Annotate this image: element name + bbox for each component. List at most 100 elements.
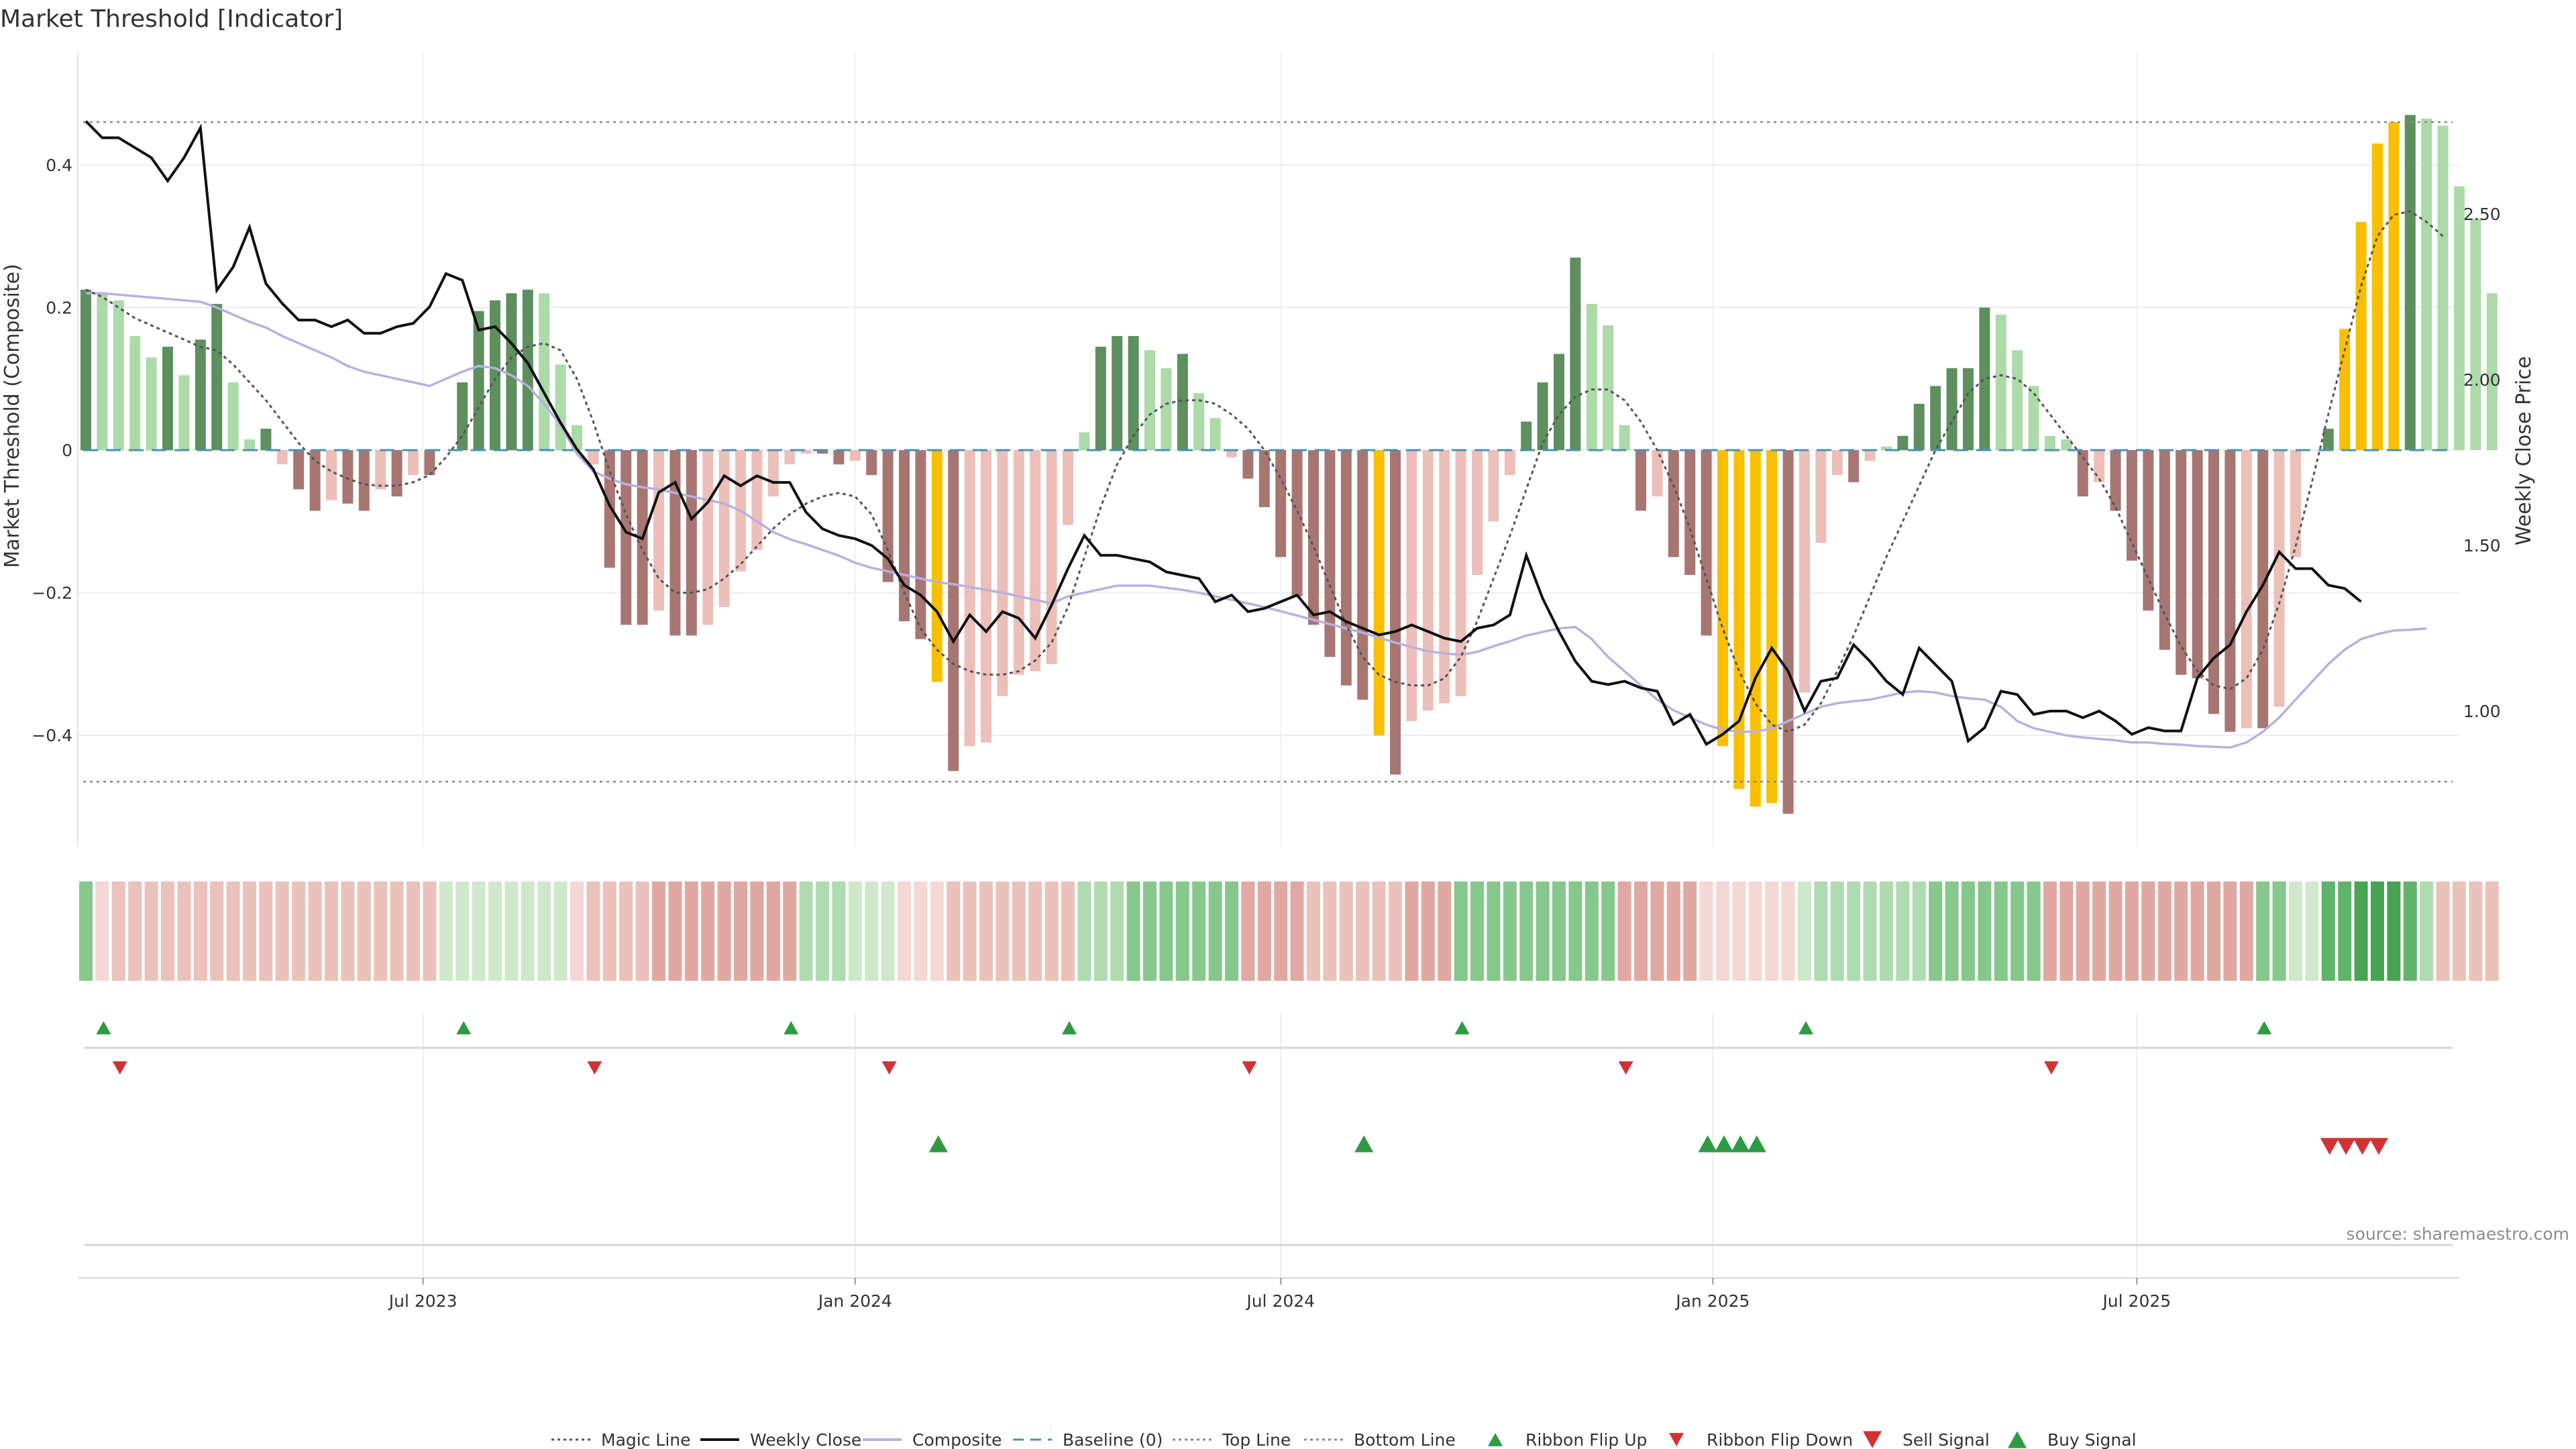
histogram-bar (162, 346, 173, 450)
ribbon-cell (2125, 881, 2139, 981)
histogram-bar (718, 450, 730, 607)
x-tick-label: Jan 2024 (817, 1291, 892, 1311)
histogram-bar (1848, 450, 1860, 482)
ribbon-cell (2010, 881, 2025, 981)
ribbon-flip-down-marker (587, 1061, 602, 1075)
ribbon-cell (259, 881, 273, 981)
ribbon-strip (79, 881, 2499, 981)
ribbon-cell (2239, 881, 2253, 981)
ribbon-cell (2338, 881, 2352, 981)
histogram-bar (1193, 392, 1205, 450)
legend-swatch (1488, 1433, 1503, 1446)
ribbon-cell (161, 881, 174, 981)
y-axis-right-label: Weekly Close Price (2512, 356, 2536, 545)
ribbon-cell (2043, 881, 2057, 981)
histogram-bar (1013, 450, 1024, 675)
histogram-bar (1439, 450, 1450, 704)
legend-label: Buy Signal (2047, 1430, 2137, 1449)
ribbon-cell (2354, 881, 2368, 981)
histogram-bar (358, 450, 370, 511)
histogram-bar (1668, 450, 1679, 557)
histogram-bar (931, 450, 943, 682)
ribbon-cell (1323, 881, 1337, 981)
ribbon-flip-up-marker (1454, 1021, 1470, 1034)
y-tick-left: −0.4 (32, 726, 72, 745)
histogram-bar (1586, 304, 1597, 450)
legend-label: Baseline (0) (1063, 1430, 1163, 1449)
histogram-bar (1799, 450, 1810, 693)
ribbon-cell (1225, 881, 1238, 981)
ribbon-cell (963, 881, 977, 981)
legend-swatch (2008, 1431, 2027, 1448)
histogram-bar (948, 450, 959, 771)
buy-signal-marker (1747, 1135, 1766, 1152)
ribbon-cell (1175, 881, 1189, 981)
ribbon-cell (2436, 881, 2450, 981)
ribbon-cell (439, 881, 453, 981)
ribbon-cell (816, 881, 829, 981)
ribbon-cell (1896, 881, 1910, 981)
histogram-bar (1291, 450, 1303, 596)
legend-item: Top Line (1173, 1430, 1291, 1449)
ribbon-cell (619, 881, 633, 981)
histogram-bar (866, 450, 877, 476)
ribbon-cell (2420, 881, 2434, 981)
ribbon-cell (423, 881, 437, 981)
source-note: source: sharemaestro.com (2347, 1224, 2570, 1244)
ribbon-cell (1666, 881, 1680, 981)
ribbon-cell (144, 881, 158, 981)
histogram-bar (604, 450, 615, 568)
y-tick-left: 0.2 (46, 298, 72, 317)
ribbon-cell (2223, 881, 2237, 981)
legend-swatch (1669, 1433, 1684, 1446)
ribbon-cell (2141, 881, 2155, 981)
legend-item: Ribbon Flip Up (1488, 1430, 1647, 1449)
histogram-bar (342, 450, 354, 504)
histogram-bar (1815, 450, 1827, 543)
histogram-bar (2454, 186, 2465, 450)
ribbon-cell (750, 881, 764, 981)
histogram-bar (1766, 450, 1778, 804)
ribbon-cell (2305, 881, 2319, 981)
ribbon-cell (1601, 881, 1615, 981)
ribbon-cell (1978, 881, 1992, 981)
ribbon-cell (1044, 881, 1059, 981)
histogram-bar (1619, 425, 1630, 450)
histogram-bar (1324, 450, 1336, 657)
ribbon-cell (111, 881, 125, 981)
histogram-bar (408, 450, 419, 476)
histogram-bar (1488, 450, 1499, 522)
ribbon-cell (1552, 881, 1566, 981)
ribbon-cell (1028, 881, 1042, 981)
ribbon-cell (1962, 881, 1975, 981)
ribbon-cell (734, 881, 747, 981)
histogram-bar (1782, 450, 1794, 814)
ribbon-cell (898, 881, 911, 981)
grid-layer (78, 52, 2459, 1281)
ribbon-cell (1912, 881, 1926, 981)
ribbon-cell (1093, 881, 1108, 981)
composite-bars (80, 115, 2498, 814)
legend-label: Ribbon Flip Up (1525, 1430, 1647, 1449)
histogram-bar (653, 450, 664, 611)
histogram-bar (1684, 450, 1696, 576)
ribbon-cell (701, 881, 715, 981)
ribbon-cell (2387, 881, 2401, 981)
ribbon-cell (243, 881, 256, 981)
histogram-bar (2127, 450, 2137, 561)
ribbon-cell (947, 881, 961, 981)
ribbon-flip-up-marker (784, 1021, 799, 1034)
ribbon-flip-up-marker (96, 1021, 111, 1034)
ribbon-cell (783, 881, 797, 981)
histogram-bar (2176, 450, 2187, 675)
ribbon-cell (979, 881, 993, 981)
histogram-bar (2339, 329, 2351, 450)
histogram-bar (1046, 450, 1057, 664)
histogram-bar (817, 450, 828, 454)
histogram-bar (997, 450, 1008, 696)
histogram-bar (1717, 450, 1728, 747)
histogram-bar (2028, 386, 2039, 450)
ribbon-cell (1945, 881, 1959, 981)
histogram-bar (1554, 354, 1564, 450)
